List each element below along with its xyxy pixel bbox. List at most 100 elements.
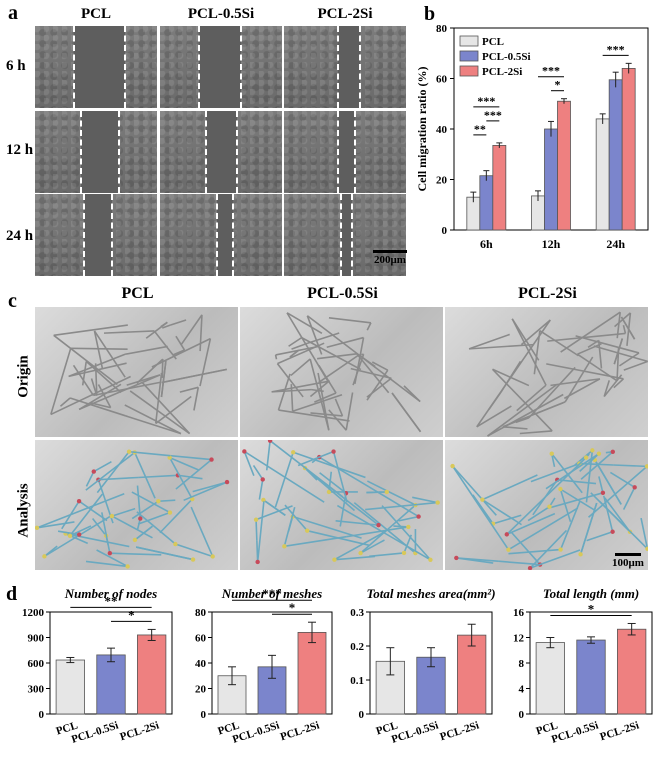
scratch-edge-line [216, 194, 219, 276]
bar [544, 128, 558, 231]
bar [535, 642, 565, 715]
panel-c-scale-label: 100μm [612, 557, 644, 569]
x-tick-label: PCL-0.5Si [390, 719, 440, 745]
y-tick-label: 40 [436, 124, 448, 136]
bar [479, 175, 494, 231]
scratch-edge-line [351, 194, 354, 276]
y-tick-label: 0.1 [350, 675, 364, 687]
scratch-micrograph [284, 26, 406, 108]
significance-label: * [289, 600, 296, 615]
y-tick-label: 300 [28, 684, 45, 696]
bar [457, 634, 487, 715]
legend-swatch [459, 65, 479, 77]
scratch-edge-line [239, 26, 242, 108]
panel-d-area-chart: Total meshes area(mm²)00.10.20.3PCLPCL-0… [350, 586, 495, 746]
scratch-edge-line [118, 111, 121, 193]
y-tick-label: 0 [39, 709, 45, 721]
significance-label: *** [542, 64, 560, 78]
panel-c-row-analysis: Analysis [15, 483, 32, 538]
bar [617, 628, 647, 715]
legend-label: PCL [482, 36, 504, 48]
tube-origin-micrograph [240, 307, 443, 437]
y-tick-label: 12 [513, 633, 525, 645]
scratch-edge-line [235, 111, 238, 193]
panel-b-migration-chart: b 0 20 40 60 80 Cell migration ratio (%) 6h 12h 2… [415, 3, 649, 251]
panel-a-col-pcl-2si: PCL-2Si [317, 6, 373, 22]
scratch-edge-line [358, 26, 361, 108]
scratch-edge-line [205, 111, 208, 193]
scratch-edge-line [336, 111, 339, 193]
significance-label: ** [474, 122, 486, 136]
tube-analysis-micrograph [35, 440, 238, 570]
chart-title: Number of nodes [64, 586, 157, 601]
scratch-micrograph [160, 194, 282, 276]
y-tick-label: 900 [28, 633, 45, 645]
panel-a-row-12h: 12 h [6, 142, 34, 158]
y-tick-label: 60 [195, 633, 207, 645]
scratch-edge-line [73, 26, 76, 108]
bar [576, 639, 606, 715]
scratch-edge-line [198, 26, 201, 108]
y-tick-label: 80 [436, 23, 448, 35]
x-tick-label: 12h [542, 237, 561, 251]
scratch-edge-line [353, 111, 356, 193]
legend-label: PCL-2Si [482, 66, 522, 78]
y-tick-label: 80 [195, 607, 207, 619]
chart-title: Total length (mm) [543, 586, 639, 601]
y-axis-label: Cell migration ratio (%) [415, 67, 429, 192]
panel-a-scale-label: 200μm [374, 254, 406, 266]
bar [55, 659, 85, 715]
significance-label: * [555, 78, 561, 92]
y-tick-label: 20 [195, 684, 207, 696]
tube-origin-micrograph [445, 307, 648, 437]
bar [297, 632, 327, 715]
panel-c-col-pcl: PCL [121, 285, 154, 302]
panel-a-letter: a [8, 2, 18, 24]
tube-analysis-micrograph [445, 440, 648, 570]
scratch-micrograph [284, 194, 406, 276]
y-tick-label: 4 [519, 684, 525, 696]
panel-d-letter: d [6, 583, 17, 605]
scratch-edge-line [336, 26, 339, 108]
tube-analysis-micrograph [240, 440, 443, 570]
y-tick-label: 1200 [22, 607, 45, 619]
x-tick-label: PCL-0.5Si [70, 719, 120, 745]
panel-d-nodes-chart: d Number of nodes03006009001200PCLPCL-0.5… [6, 583, 173, 746]
tube-origin-micrograph [35, 307, 238, 437]
scratch-micrograph [160, 111, 282, 193]
x-tick-label: 6h [480, 237, 493, 251]
panel-b-letter: b [424, 3, 435, 25]
x-tick-label: PCL-2Si [279, 719, 321, 743]
y-tick-label: 20 [436, 175, 448, 187]
scratch-micrograph [35, 26, 157, 108]
y-tick-label: 600 [28, 658, 45, 670]
panel-a-row-24h: 24 h [6, 228, 34, 244]
panel-c-scale-bar: 100μm [604, 553, 652, 569]
panel-a-col-pcl: PCL [81, 6, 111, 22]
scratch-micrograph [35, 194, 157, 276]
x-tick-label: PCL-2Si [599, 719, 641, 743]
scratch-edge-line [340, 194, 343, 276]
panel-a-scale-bar: 200μm [370, 250, 410, 266]
scratch-micrograph [35, 111, 157, 193]
scratch-edge-line [124, 26, 127, 108]
panel-d-meshes-chart: Number of meshes020406080PCLPCL-0.5SiPCL… [195, 586, 333, 746]
scratch-edge-line [82, 194, 85, 276]
panel-c-row-origin: Origin [15, 355, 32, 398]
y-tick-label: 0 [442, 225, 448, 237]
legend-swatch [459, 50, 479, 62]
bar [621, 68, 636, 231]
chart-title: Total meshes area(mm²) [366, 586, 495, 601]
y-tick-label: 0 [359, 709, 365, 721]
x-tick-label: 24h [606, 237, 625, 251]
scratch-micrograph [160, 26, 282, 108]
panel-a-col-pcl-05si: PCL-0.5Si [187, 6, 255, 22]
panel-a-row-6h: 6 h [6, 58, 26, 74]
x-tick-label: PCL-2Si [119, 719, 161, 743]
significance-label: *** [262, 586, 282, 601]
scratch-micrograph [284, 111, 406, 193]
y-tick-label: 0 [201, 709, 207, 721]
scratch-edge-line [232, 194, 235, 276]
significance-label: ** [105, 593, 118, 608]
significance-label: * [588, 601, 595, 616]
